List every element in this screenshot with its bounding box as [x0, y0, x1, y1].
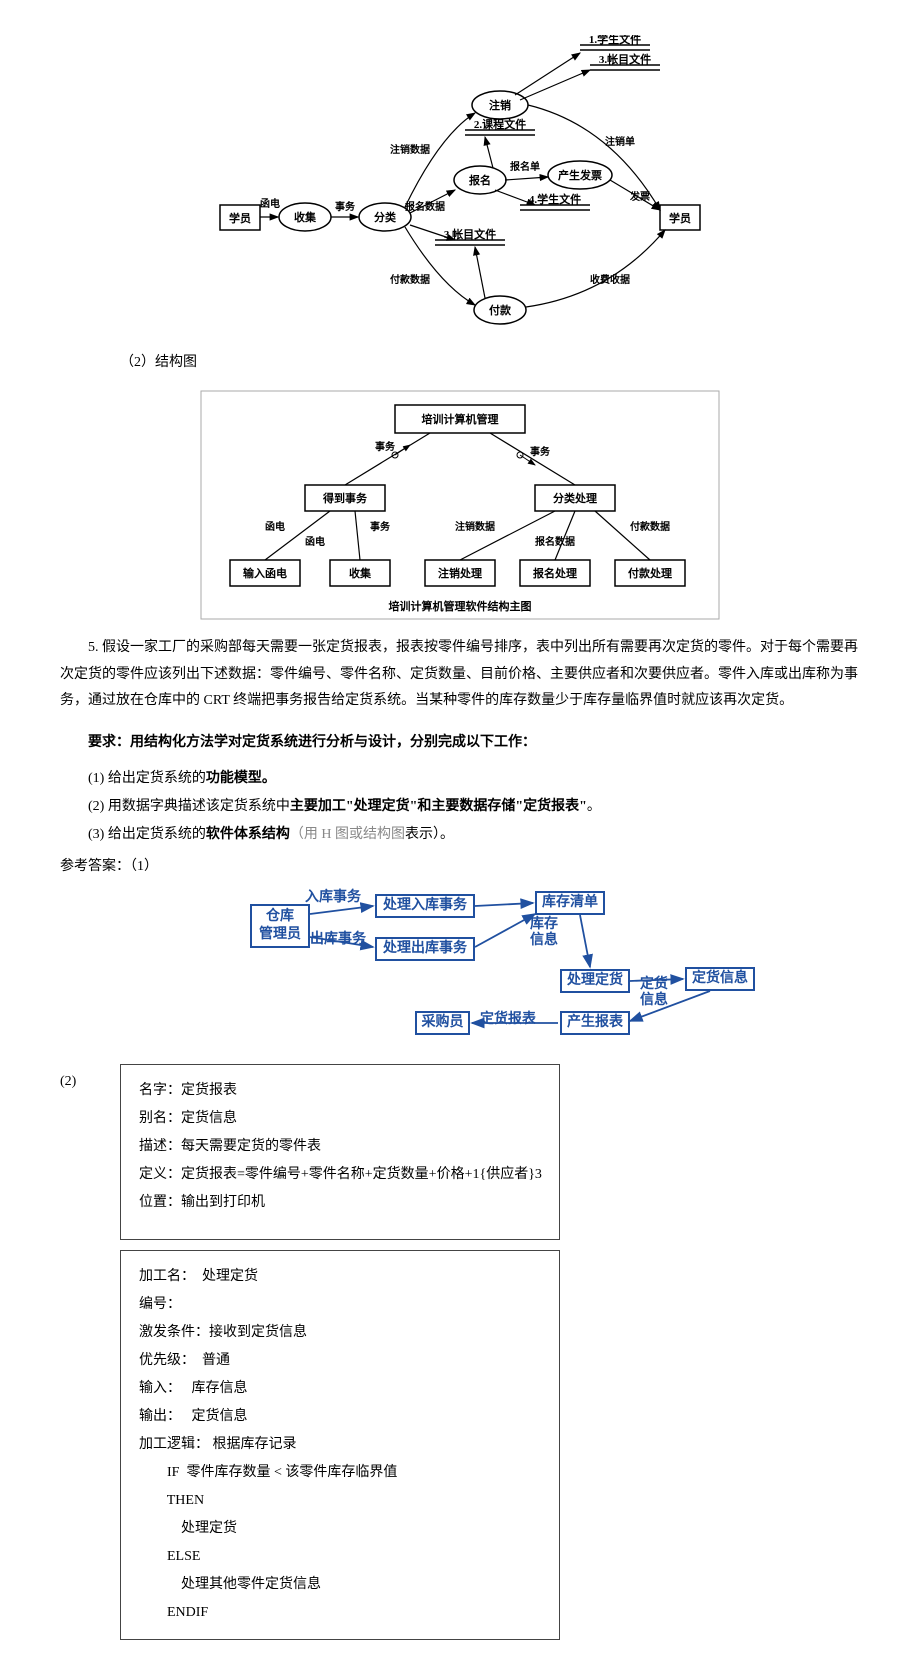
- ext-student-right: 学员: [669, 211, 691, 225]
- dict1-l3: 描述：每天需要定货的零件表: [139, 1133, 541, 1161]
- req3-gray: （用 H 图或结构图: [290, 827, 405, 842]
- req-3: (3) 给出定货系统的软件体系结构（用 H 图或结构图表示）。: [88, 821, 860, 849]
- section2-label: （2）结构图: [120, 350, 860, 375]
- req3-bold: 软件体系结构: [206, 827, 290, 842]
- dict2-l1: 加工名： 处理定货: [139, 1263, 541, 1291]
- lbl-invoice: 发票: [629, 190, 650, 203]
- struct-classify: 分类处理: [553, 491, 597, 505]
- req3-text: 给出定货系统的: [104, 827, 206, 842]
- dict2-l11: ELSE: [139, 1543, 541, 1571]
- p-signup: 报名: [469, 173, 491, 187]
- flowchart-arrows: [200, 889, 820, 1044]
- problem5-text: 5. 假设一家工厂的采购部每天需要一张定货报表，报表按零件编号排序，表中列出所有…: [60, 635, 860, 715]
- req1-text: 给出定货系统的: [104, 771, 206, 786]
- req3-num: (3): [88, 827, 104, 842]
- p-invoice: 产生发票: [558, 168, 602, 182]
- dfd-svg-1: 学员 学员 收集 分类 注销 报名 产生发票 付款 1.学生文件 3.帐目文件 …: [210, 35, 710, 335]
- req2-num: (2): [88, 799, 104, 814]
- lbl-fee-receipt: 收费收据: [590, 273, 630, 286]
- structure-diagram: 培训计算机管理 得到事务 分类处理 事务 事务 输入函电 收集 函电 函电 事务…: [60, 390, 860, 620]
- lbl-signup-data: 报名数据: [405, 200, 445, 213]
- ext-student-left: 学员: [229, 211, 251, 225]
- req-2: (2) 用数据字典描述该定货系统中主要加工"处理定货"和主要数据存储"定货报表"…: [88, 793, 860, 821]
- sub2-label: (2): [60, 1069, 76, 1094]
- dict2-l12: 处理其他零件定货信息: [139, 1571, 541, 1599]
- data-dict-2: 加工名： 处理定货 编号： 激发条件：接收到定货信息 优先级： 普通 输入： 库…: [120, 1250, 560, 1640]
- dict2-l3: 激发条件：接收到定货信息: [139, 1319, 541, 1347]
- dict2-l4: 优先级： 普通: [139, 1347, 541, 1375]
- file-course: 2.课程文件: [474, 117, 526, 131]
- p-register: 注销: [489, 98, 511, 112]
- file-student: 1.学生文件: [589, 35, 641, 46]
- struct-root: 培训计算机管理: [422, 412, 499, 426]
- struct-affair3: 事务: [370, 520, 391, 533]
- p-collect: 收集: [294, 210, 317, 224]
- file-student2: 4.学生文件: [529, 192, 581, 206]
- dict1-l1: 名字：定货报表: [139, 1077, 541, 1105]
- lbl-signup-form: 报名单: [510, 160, 540, 173]
- struct-phone1: 函电: [265, 520, 285, 533]
- dict2-l8: IF 零件库存数量 < 该零件库存临界值: [139, 1459, 541, 1487]
- dict1-l2: 别名：定货信息: [139, 1105, 541, 1133]
- requirements-list: (1) 给出定货系统的功能模型。 (2) 用数据字典描述该定货系统中主要加工"处…: [88, 765, 860, 849]
- dict2-l13: ENDIF: [139, 1599, 541, 1627]
- struct-svg: 培训计算机管理 得到事务 分类处理 事务 事务 输入函电 收集 函电 函电 事务…: [200, 390, 720, 620]
- req1-bold: 功能模型。: [206, 771, 276, 786]
- dict1-l4: 定义：定货报表=零件编号+零件名称+定货数量+价格+1{供应者}3: [139, 1161, 541, 1189]
- dict2-l5: 输入： 库存信息: [139, 1375, 541, 1403]
- struct-pay-data: 付款数据: [630, 520, 670, 533]
- answer1-flowchart: 仓库 管理员 入库事务 出库事务 处理入库事务 处理出库事务 库存清单 库存 信…: [200, 889, 860, 1044]
- p-classify: 分类: [374, 210, 397, 224]
- req2-bold: 主要加工"处理定货"和主要数据存储"定货报表": [290, 799, 587, 814]
- dict2-l7: 加工逻辑： 根据库存记录: [139, 1431, 541, 1459]
- req-1: (1) 给出定货系统的功能模型。: [88, 765, 860, 793]
- struct-signup-proc: 报名处理: [533, 566, 577, 580]
- requirement-line: 要求：用结构化方法学对定货系统进行分析与设计，分别完成以下工作：: [60, 730, 860, 755]
- req2-text: 用数据字典描述该定货系统中: [104, 799, 290, 814]
- lbl-pay-data: 付款数据: [390, 273, 430, 286]
- struct-reg-proc: 注销处理: [438, 566, 482, 580]
- struct-affair-l: 事务: [375, 440, 396, 453]
- dict2-l9: THEN: [139, 1487, 541, 1515]
- answer-label: 参考答案：（1）: [60, 854, 860, 879]
- struct-get: 得到事务: [322, 491, 368, 505]
- data-dict-1: 名字：定货报表 别名：定货信息 描述：每天需要定货的零件表 定义：定货报表=零件…: [120, 1064, 560, 1240]
- struct-signup-data: 报名数据: [535, 535, 575, 548]
- struct-pay-proc: 付款处理: [628, 566, 672, 580]
- req2-end: 。: [587, 799, 601, 814]
- lbl-phone: 函电: [260, 197, 280, 210]
- struct-reg-data: 注销数据: [455, 520, 495, 533]
- dict2-l2: 编号：: [139, 1291, 541, 1319]
- req1-num: (1): [88, 771, 104, 786]
- struct-input-phone: 输入函电: [243, 566, 287, 580]
- dict2-l6: 输出： 定货信息: [139, 1403, 541, 1431]
- struct-caption: 培训计算机管理软件结构主图: [389, 599, 532, 613]
- p-pay: 付款: [489, 303, 512, 317]
- dict2-l10: 处理定货: [139, 1515, 541, 1543]
- struct-collect: 收集: [349, 566, 372, 580]
- struct-affair-r: 事务: [530, 445, 551, 458]
- file-account-top: 3.帐目文件: [599, 52, 651, 66]
- lbl-reg-form: 注销单: [605, 135, 635, 148]
- req3-end: 表示）。: [405, 827, 454, 842]
- dict1-l5: 位置：输出到打印机: [139, 1189, 541, 1217]
- dfd-diagram-1: 学员 学员 收集 分类 注销 报名 产生发票 付款 1.学生文件 3.帐目文件 …: [60, 35, 860, 335]
- lbl-reg-data: 注销数据: [390, 143, 430, 156]
- struct-phone2: 函电: [305, 535, 325, 548]
- lbl-affair: 事务: [335, 200, 356, 213]
